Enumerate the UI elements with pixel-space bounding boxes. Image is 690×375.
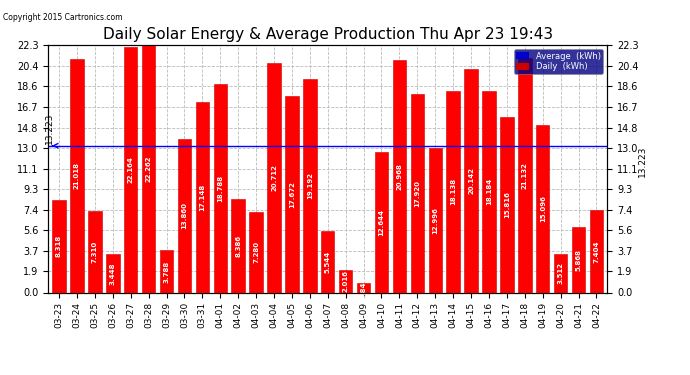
Bar [160,251,173,292]
Text: 21.018: 21.018 [74,162,80,189]
Bar [464,69,477,292]
Text: 21.132: 21.132 [522,162,528,189]
Text: 17.672: 17.672 [289,181,295,208]
Bar [196,102,209,292]
Bar [482,91,495,292]
Text: 8.386: 8.386 [235,235,242,257]
Bar [357,283,371,292]
Text: 17.920: 17.920 [414,180,420,207]
Bar [536,125,549,292]
Text: 18.788: 18.788 [217,175,224,202]
Text: 22.262: 22.262 [146,156,152,182]
Bar [321,231,335,292]
Text: 2.016: 2.016 [343,270,348,292]
Bar [428,148,442,292]
Bar [106,254,119,292]
Bar [142,45,155,292]
Text: 13.223: 13.223 [45,112,54,144]
Text: 5.544: 5.544 [325,251,331,273]
Bar [285,96,299,292]
Text: 3.448: 3.448 [110,262,116,285]
Bar [518,58,531,292]
Text: 13.860: 13.860 [181,202,188,229]
Text: 0.844: 0.844 [361,277,366,299]
Text: 3.788: 3.788 [164,260,170,283]
Text: 12.644: 12.644 [379,209,384,236]
Legend: Average  (kWh), Daily  (kWh): Average (kWh), Daily (kWh) [514,49,603,74]
Text: 19.192: 19.192 [307,172,313,200]
Bar [52,200,66,292]
Text: Copyright 2015 Cartronics.com: Copyright 2015 Cartronics.com [3,13,123,22]
Bar [88,211,101,292]
Bar [231,200,245,292]
Title: Daily Solar Energy & Average Production Thu Apr 23 19:43: Daily Solar Energy & Average Production … [103,27,553,42]
Bar [375,152,388,292]
Text: 22.164: 22.164 [128,156,134,183]
Text: 5.868: 5.868 [575,249,582,271]
Bar [249,212,263,292]
Bar [124,46,137,292]
Text: 7.310: 7.310 [92,241,98,263]
Bar [446,91,460,292]
Bar [339,270,353,292]
Text: 18.184: 18.184 [486,178,492,205]
Bar [178,139,191,292]
Text: 12.996: 12.996 [432,207,438,234]
Text: 15.096: 15.096 [540,195,546,222]
Bar [393,60,406,292]
Text: 17.148: 17.148 [199,184,206,211]
Text: 20.968: 20.968 [396,163,402,190]
Bar [411,94,424,292]
Bar [554,254,567,292]
Bar [590,210,603,292]
Text: 7.404: 7.404 [593,240,600,262]
Text: 15.816: 15.816 [504,191,510,218]
Bar [572,227,585,292]
Bar [267,63,281,292]
Bar [213,84,227,292]
Text: 18.138: 18.138 [450,178,456,206]
Text: 20.142: 20.142 [468,167,474,194]
Text: 13.223: 13.223 [638,146,647,177]
Bar [500,117,513,292]
Text: 3.512: 3.512 [558,262,564,284]
Bar [303,80,317,292]
Text: 20.712: 20.712 [271,164,277,191]
Bar [70,59,83,292]
Text: 7.280: 7.280 [253,241,259,263]
Text: 8.318: 8.318 [56,235,62,258]
